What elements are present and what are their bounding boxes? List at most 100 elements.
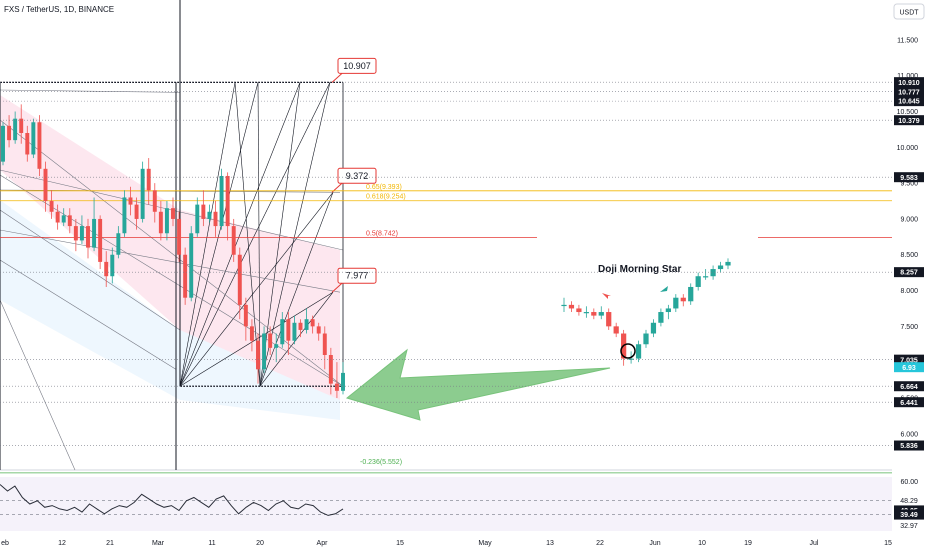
time-tick-label: 20	[256, 540, 264, 547]
pattern-candle-body	[688, 286, 694, 302]
price-tick-label: 10.500	[897, 109, 919, 116]
candle-body	[195, 204, 200, 234]
candle-body	[225, 175, 230, 227]
callout-pointer	[331, 72, 343, 83]
candle-body	[134, 204, 139, 219]
pattern-candle-body	[606, 312, 612, 327]
time-tick-label: Jul	[810, 540, 819, 547]
blue-channel-shade	[0, 200, 340, 420]
time-tick-label: 21	[106, 540, 114, 547]
price-tag-box	[894, 96, 924, 107]
price-tag-label: 6.93	[902, 365, 916, 372]
pattern-candle-body	[591, 312, 597, 316]
time-tick-label: 22	[596, 540, 604, 547]
candle-body	[61, 215, 66, 223]
candle-body	[67, 215, 72, 227]
up-signal-arrow	[660, 286, 668, 292]
price-tag: 5.836	[894, 440, 924, 451]
candle-body	[73, 226, 78, 241]
candle-body	[104, 261, 109, 277]
callout-label: 10.907	[343, 61, 371, 71]
currency-button[interactable]: USDT	[893, 3, 925, 20]
price-tag: 10.777	[894, 86, 924, 97]
rsi-tag-label: 32.97	[900, 523, 918, 530]
callout-box	[337, 57, 377, 74]
fib-level-label: 0.65(9.393)	[366, 184, 402, 191]
price-tag-label: 6.664	[900, 384, 918, 391]
pattern-candle-body	[598, 312, 604, 316]
pattern-candle-body	[583, 312, 589, 314]
pattern-candle-body	[568, 304, 575, 309]
candle-body	[110, 254, 115, 277]
candle-body	[171, 208, 175, 219]
candle-body	[79, 226, 84, 241]
candle-body	[7, 125, 12, 141]
channel-line	[0, 174, 344, 387]
time-tick-label: 10	[698, 540, 706, 547]
rsi-tag-box	[894, 509, 924, 520]
price-tag-label: 10.777	[898, 89, 920, 96]
callout-label: 7.977	[346, 271, 369, 281]
pattern-candle-body	[725, 261, 731, 266]
price-tag-label: 8.257	[900, 270, 918, 277]
candle-body	[341, 372, 345, 391]
price-tag: 10.910	[894, 77, 924, 88]
candle-body	[128, 197, 133, 205]
candle-body	[334, 383, 339, 391]
pattern-candle-body	[673, 297, 679, 309]
candle-body	[164, 208, 169, 234]
green-arrow	[345, 348, 611, 421]
candle-body	[122, 197, 127, 234]
down-signal-arrow	[602, 293, 611, 299]
channel-line	[0, 259, 177, 370]
time-tick-label: 19	[744, 540, 752, 547]
candle-body	[92, 218, 97, 248]
callout-label: 9.372	[346, 171, 369, 181]
pattern-candle-body	[576, 308, 582, 313]
candle-body	[189, 233, 194, 298]
candle-body	[86, 226, 90, 248]
candle-body	[146, 168, 151, 191]
candle-body	[43, 168, 48, 202]
price-tag: 10.379	[894, 115, 924, 126]
price-tag-box	[894, 267, 924, 278]
pattern-candle-body	[703, 276, 709, 278]
candle-body	[219, 175, 224, 227]
candle-body	[268, 333, 273, 348]
symbol-title[interactable]: FXS / TetherUS, 1D, BINANCE	[4, 5, 114, 14]
price-tag-box	[894, 77, 924, 88]
candle-body	[298, 322, 303, 330]
doji-circle	[620, 343, 636, 359]
fib-level-label: 0.5(8.742)	[366, 230, 398, 237]
candle-body	[25, 133, 30, 155]
price-tag-box	[894, 362, 924, 373]
time-tick-label: Apr	[317, 540, 329, 547]
price-tag-label: 7.035	[900, 357, 918, 364]
price-tag-label: 5.836	[900, 443, 918, 450]
callout-pointer	[331, 282, 343, 293]
candle-body	[152, 190, 157, 212]
time-tick-label: 15	[884, 540, 892, 547]
pattern-candle-body	[613, 326, 619, 334]
callout-box	[337, 167, 377, 184]
channel-line	[0, 119, 344, 387]
price-tag-box	[894, 354, 924, 365]
channel-line	[0, 299, 76, 471]
price-tag: 10.645	[894, 96, 924, 107]
symbol-header[interactable]: FXS / TetherUS, 1D, BINANCE	[4, 5, 114, 14]
fib-level-label: 0.618(9.254)	[366, 194, 406, 201]
pattern-candle-body	[665, 308, 671, 313]
fan-line	[259, 82, 301, 387]
candle-body	[49, 201, 54, 212]
price-tick-label: 10.000	[897, 145, 919, 152]
price-tick-label: 6.000	[900, 431, 918, 438]
candle-body	[158, 211, 163, 234]
time-axis[interactable]: eb 12 21 Mar 11 20 Apr 15 May 13 22 Jun 10 19 Jul 15	[1, 540, 892, 547]
pattern-candle-body	[695, 276, 701, 287]
currency-label[interactable]: USDT	[899, 10, 919, 17]
fib-level-label: -0.236(5.552)	[360, 459, 402, 466]
candle-body	[286, 319, 291, 341]
candle-body	[1, 125, 5, 162]
price-tag: 9.583	[894, 172, 924, 183]
